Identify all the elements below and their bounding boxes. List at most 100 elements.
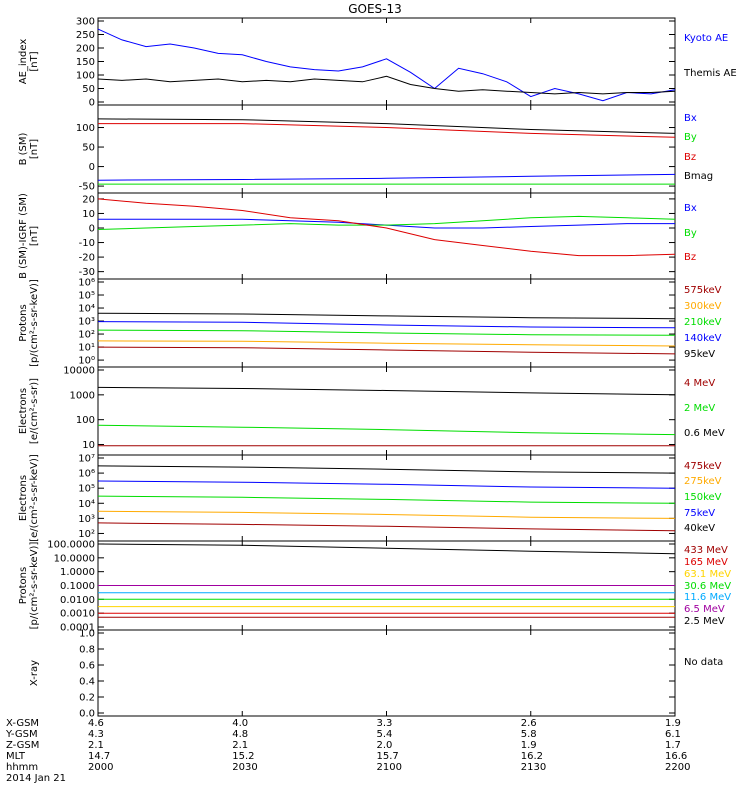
panel-8-ylabel: X-ray bbox=[29, 625, 40, 721]
panel-6-series-150kev bbox=[97, 495, 676, 504]
panel-6-ytick-label: 10⁵ bbox=[78, 484, 95, 495]
panel-6-series-275kev bbox=[97, 510, 676, 519]
panel-5-ytick-label: 10000 bbox=[63, 366, 95, 377]
ylabel-line: AE_index bbox=[18, 38, 29, 85]
panel-4-series-575kev bbox=[97, 346, 676, 355]
panel-1-ytick-label: 300 bbox=[76, 17, 95, 28]
panel-4-series-300kev bbox=[97, 340, 676, 347]
orbit-value: 2100 bbox=[376, 762, 402, 773]
panel-2-ytick-label: -50 bbox=[79, 182, 95, 193]
panel-3-ytick-label: 10 bbox=[82, 209, 95, 220]
panel-6-ytick-label: 10⁴ bbox=[78, 499, 95, 510]
legend-2-5-mev: 2.5 MeV bbox=[684, 616, 725, 628]
panel-1-ytick-label: 200 bbox=[76, 44, 95, 55]
legend-75kev: 75keV bbox=[684, 507, 716, 519]
legend-bmag: Bmag bbox=[684, 171, 714, 183]
panel-1-ytick-label: 150 bbox=[76, 57, 95, 68]
ylabel-line: X-ray bbox=[29, 659, 40, 687]
panel-6-ytick-label: 10² bbox=[78, 529, 95, 540]
panel-7-ytick-label: 100.0000 bbox=[47, 540, 95, 551]
orbit-label-mlt: MLT bbox=[6, 751, 25, 762]
legend-bx: Bx bbox=[684, 112, 697, 124]
panel-6-series-75kev bbox=[97, 480, 676, 489]
legend-30-6-mev: 30.6 MeV bbox=[684, 580, 732, 592]
orbit-value: 2.1 bbox=[88, 740, 104, 751]
orbit-value: 5.8 bbox=[520, 729, 537, 740]
panel-4-series-95kev bbox=[97, 312, 676, 320]
chart-title: GOES-13 bbox=[348, 2, 402, 16]
orbit-label-y-gsm: Y-GSM bbox=[6, 729, 38, 740]
legend-by: By bbox=[684, 132, 697, 144]
ylabel-line: B (SM) bbox=[18, 132, 29, 166]
orbit-label-hhmm: hhmm bbox=[6, 762, 39, 773]
panel-3-ytick-label: -30 bbox=[79, 267, 95, 278]
legend-575kev: 575keV bbox=[684, 285, 722, 296]
panel-4-ytick-label: 10⁵ bbox=[78, 291, 95, 302]
orbit-value: 2.1 bbox=[232, 740, 249, 751]
panel-3-ylabel: B (SM)-IGRF (SM) [nT] bbox=[18, 188, 40, 284]
panel-8-ytick-label: 0.4 bbox=[79, 677, 95, 688]
legend-11-6-mev: 11.6 MeV bbox=[684, 592, 732, 604]
legend-0-6-mev: 0.6 MeV bbox=[684, 427, 725, 439]
panel-5-series-2-mev bbox=[97, 424, 676, 436]
ylabel-line: Electrons bbox=[18, 387, 29, 435]
orbit-value: 15.2 bbox=[232, 751, 255, 762]
legend-by: By bbox=[684, 227, 697, 239]
panel-1-ytick-label: 250 bbox=[76, 30, 95, 41]
panel-4-ytick-label: 10² bbox=[78, 330, 95, 341]
panel-1-series-kyoto-ae bbox=[97, 28, 676, 102]
panel-4-ylabel: Protons [p/(cm²-s-sr-keV)] bbox=[18, 274, 40, 372]
ylabel-line: [nT] bbox=[29, 138, 40, 160]
orbit-value: 2030 bbox=[232, 762, 258, 773]
ylabel-line: [e/(cm²-s-sr-keV)] bbox=[29, 454, 40, 542]
orbit-value: 6.1 bbox=[665, 729, 681, 740]
panel-8-ytick-label: 1.0 bbox=[79, 629, 95, 640]
panel-6-series-40kev bbox=[97, 465, 676, 474]
ylabel-line: [p/(cm²-s-sr-keV)] bbox=[29, 279, 40, 367]
panel-2-ytick-label: 0 bbox=[89, 162, 95, 173]
panel-5-frame bbox=[97, 366, 676, 456]
ylabel-line: [nT] bbox=[29, 51, 40, 72]
panel-5-ylabel: Electrons [e/(cm²-s-sr)] bbox=[18, 362, 40, 460]
legend-165-mev: 165 MeV bbox=[684, 556, 728, 568]
panel-7-ytick-label: 0.0100 bbox=[60, 595, 95, 606]
orbit-value: 15.7 bbox=[376, 751, 399, 762]
panel-2-ytick-label: 50 bbox=[82, 143, 95, 154]
orbit-value: 4.6 bbox=[88, 718, 104, 729]
orbit-label-z-gsm: Z-GSM bbox=[6, 740, 40, 751]
panel-7-ytick-label: 0.1000 bbox=[60, 581, 95, 592]
panel-6-series-475kev bbox=[97, 522, 676, 532]
legend-bz: Bz bbox=[684, 252, 697, 264]
legend-bz: Bz bbox=[684, 151, 697, 163]
panel-7-series-2-5-mev bbox=[97, 543, 676, 555]
orbit-value: 1.9 bbox=[520, 740, 537, 751]
legend-kyoto-ae: Kyoto AE bbox=[684, 33, 729, 45]
legend-40kev: 40keV bbox=[684, 523, 716, 535]
panel-2-ylabel: B (SM) [nT] bbox=[18, 100, 40, 198]
panel-3-series-bz bbox=[97, 198, 676, 257]
legend-95kev: 95keV bbox=[684, 349, 716, 360]
panel-3-ytick-label: 20 bbox=[82, 194, 95, 205]
panel-8-ytick-label: 0.0 bbox=[79, 709, 95, 720]
panel-8-ytick-label: 0.6 bbox=[79, 661, 95, 672]
panel-4-series-210kev bbox=[97, 329, 676, 336]
ylabel-line: [p/(cm²-s-sr-keV)] bbox=[29, 541, 40, 630]
panel-4-ytick-label: 10¹ bbox=[78, 343, 95, 354]
panel-1-series-themis-ae bbox=[97, 75, 676, 95]
panel-4-ytick-label: 10³ bbox=[78, 317, 95, 328]
panel-2-series-bx bbox=[97, 173, 676, 181]
panel-7-ylabel: Protons [p/(cm²-s-sr-keV)] bbox=[18, 536, 40, 635]
legend-2-mev: 2 MeV bbox=[684, 402, 716, 414]
ylabel-line: Electrons bbox=[18, 474, 29, 522]
panel-4-ytick-label: 10⁶ bbox=[78, 278, 95, 289]
orbit-value: 2.6 bbox=[520, 718, 537, 729]
orbit-value: 16.6 bbox=[665, 751, 688, 762]
panel-7-ytick-label: 0.0010 bbox=[60, 609, 95, 620]
panel-1-ylabel: AE_index [nT] bbox=[18, 13, 40, 110]
orbit-value: 5.4 bbox=[376, 729, 393, 740]
panel-7-ytick-label: 1.0000 bbox=[60, 567, 95, 578]
orbit-value: 4.8 bbox=[232, 729, 249, 740]
legend-275kev: 275keV bbox=[684, 476, 722, 488]
